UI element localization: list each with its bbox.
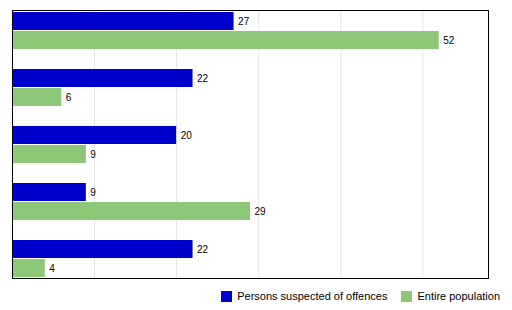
svg-text:29: 29 <box>255 206 267 217</box>
svg-text:6: 6 <box>66 92 72 103</box>
svg-text:9: 9 <box>90 187 96 198</box>
svg-text:9: 9 <box>90 149 96 160</box>
html-text:Entire population: Entire population <box>417 290 500 302</box>
svg-text:27: 27 <box>238 16 250 27</box>
html-text:Persons suspected of offences: Persons suspected of offences <box>237 290 388 302</box>
svg-text:4: 4 <box>49 263 55 274</box>
svg-text:20: 20 <box>181 130 193 141</box>
svg-text:52: 52 <box>443 35 455 46</box>
svg-text:22: 22 <box>197 244 209 255</box>
svg-text:22: 22 <box>197 73 209 84</box>
